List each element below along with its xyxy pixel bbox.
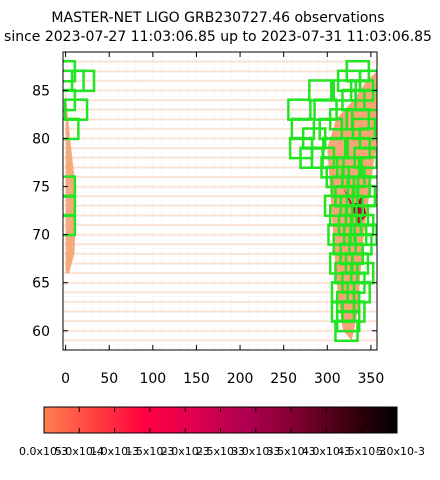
colorbar-ticks: 0.0x10-35.0x10-41.0x10-31.5x10-32.0x10-3… <box>19 407 425 458</box>
colorbar-tick-label: 1.0x10-3 <box>90 445 139 458</box>
x-tick-label: 50 <box>100 371 118 387</box>
observation-fields <box>63 59 377 343</box>
x-tick-label: 100 <box>139 371 166 387</box>
x-tick-label: 0 <box>61 371 70 387</box>
colorbar-tick-label: 2.0x10-3 <box>161 445 210 458</box>
x-tick-label: 350 <box>358 371 385 387</box>
x-tick-label: 250 <box>270 371 297 387</box>
grid-layer <box>63 52 377 350</box>
y-tick-label: 70 <box>32 228 50 244</box>
y-tick-label: 85 <box>32 83 50 99</box>
plot-frame <box>62 51 378 351</box>
y-tick-label: 80 <box>32 132 50 148</box>
colorbar-tick-label: 0.0x10-3 <box>19 445 68 458</box>
chart-subtitle: since 2023-07-27 11:03:06.85 up to 2023-… <box>4 29 432 45</box>
colorbar-tick-label: 3.0x10-3 <box>231 445 280 458</box>
y-axis: 60 65 70 75 80 85 <box>32 83 377 340</box>
x-tick-label: 150 <box>183 371 210 387</box>
colorbar-tick-label: 4.0x10-3 <box>302 445 351 458</box>
x-tick-label: 200 <box>227 371 254 387</box>
chart-title: MASTER-NET LIGO GRB230727.46 observation… <box>51 10 384 26</box>
observation-field <box>70 69 96 93</box>
y-tick-label: 75 <box>32 180 50 196</box>
plot-area <box>63 52 377 350</box>
y-tick-label: 65 <box>32 276 50 292</box>
colorbar-tick-label: 1.5x10-3 <box>125 445 174 458</box>
colorbar: 0.0x10-35.0x10-41.0x10-31.5x10-32.0x10-3… <box>19 406 425 458</box>
colorbar-tick-label: 4.5x10-3 <box>337 445 386 458</box>
colorbar-tick-label: 3.5x10-3 <box>267 445 316 458</box>
colorbar-tick-label: 5.0x10-3 <box>376 445 425 458</box>
colorbar-tick-label: 5.0x10-4 <box>55 445 104 458</box>
y-tick-label: 60 <box>32 324 50 340</box>
x-tick-label: 300 <box>314 371 341 387</box>
probability-band-left <box>65 90 77 274</box>
colorbar-tick-label: 2.5x10-3 <box>196 445 245 458</box>
observation-field <box>334 319 359 343</box>
observation-field <box>358 69 377 93</box>
x-axis: 0 50 100 150 200 250 300 350 <box>61 52 384 387</box>
